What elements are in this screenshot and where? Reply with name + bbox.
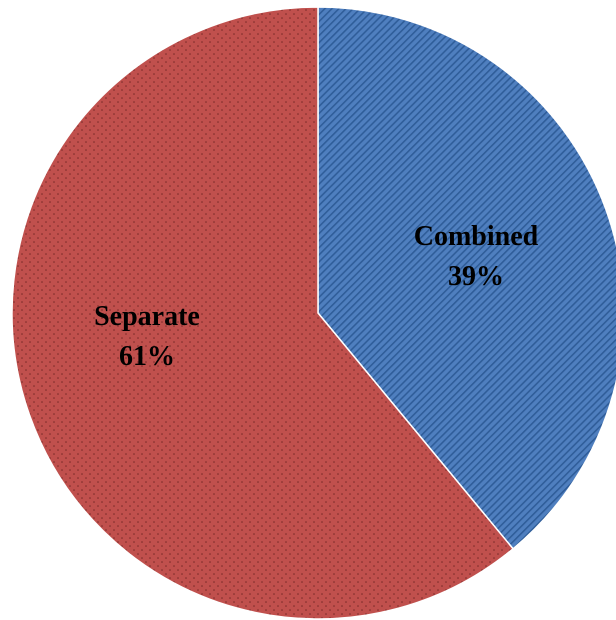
- slice-label-combined: Combined 39%: [414, 221, 539, 292]
- slice-name-label: Combined: [414, 221, 539, 252]
- slice-label-separate: Separate 61%: [94, 301, 200, 372]
- slice-percent-label: 61%: [119, 341, 175, 372]
- slice-name-label: Separate: [94, 301, 200, 332]
- pie-slice-combined: [317, 6, 616, 550]
- pie-slice-separate: [11, 6, 515, 620]
- pie-slices: [11, 6, 616, 620]
- pie-labels: Combined 39% Separate 61%: [94, 221, 539, 372]
- slice-percent-label: 39%: [448, 261, 504, 292]
